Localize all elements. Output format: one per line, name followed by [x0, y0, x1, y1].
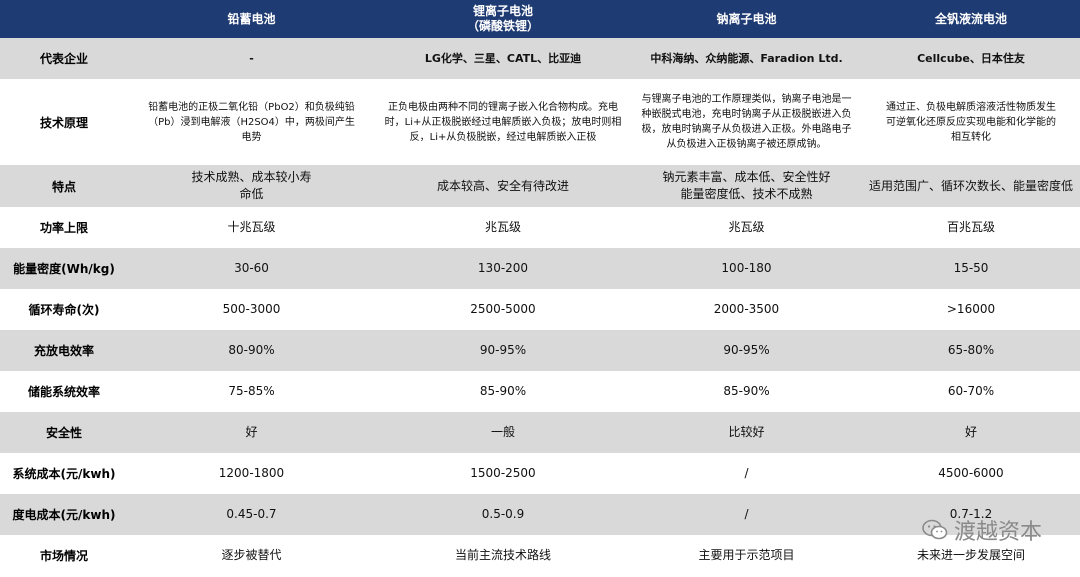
table-cell: 好 [862, 412, 1080, 453]
table-cell: 钠元素丰富、成本低、安全性好能量密度低、技术不成熟 [631, 165, 862, 207]
table-cell: 当前主流技术路线 [375, 535, 631, 576]
table-cell: 十兆瓦级 [128, 207, 375, 248]
table-cell: 一般 [375, 412, 631, 453]
table-cell: 百兆瓦级 [862, 207, 1080, 248]
table-cell: / [631, 453, 862, 494]
table-cell: 逐步被替代 [128, 535, 375, 576]
table-cell: 适用范围广、循环次数长、能量密度低 [862, 165, 1080, 207]
header-lithium-ion: 锂离子电池 （磷酸铁锂） [375, 0, 631, 38]
row-label: 系统成本(元/kwh) [0, 453, 128, 494]
wechat-icon [922, 519, 948, 540]
table-cell: 未来进一步发展空间 [862, 535, 1080, 576]
table-cell: 2500-5000 [375, 289, 631, 330]
table-cell: 90-95% [631, 330, 862, 371]
table-cell: 4500-6000 [862, 453, 1080, 494]
row-label: 循环寿命(次) [0, 289, 128, 330]
table-cell: 技术成熟、成本较小寿命低 [128, 165, 375, 207]
table-cell: 0.5-0.9 [375, 494, 631, 535]
row-label: 技术原理 [0, 79, 128, 165]
table-row: 安全性 好 一般 比较好 好 [0, 412, 1080, 453]
watermark-text: 渡越资本 [953, 520, 1042, 545]
row-label: 市场情况 [0, 535, 128, 576]
table-cell: 通过正、负极电解质溶液活性物质发生可逆氧化还原反应实现电能和化学能的相互转化 [862, 79, 1080, 165]
table-cell: 好 [128, 412, 375, 453]
table-row: 充放电效率 80-90% 90-95% 90-95% 65-80% [0, 330, 1080, 371]
table-cell: 1500-2500 [375, 453, 631, 494]
table-row: 特点 技术成熟、成本较小寿命低 成本较高、安全有待改进 钠元素丰富、成本低、安全… [0, 165, 1080, 207]
header-row: 铅蓄电池 锂离子电池 （磷酸铁锂） 钠离子电池 全钒液流电池 [0, 0, 1080, 38]
table-cell: >16000 [862, 289, 1080, 330]
table-cell: 80-90% [128, 330, 375, 371]
table-cell: 75-85% [128, 371, 375, 412]
header-corner [0, 0, 128, 38]
table-row: 市场情况 逐步被替代 当前主流技术路线 主要用于示范项目 未来进一步发展空间 [0, 535, 1080, 576]
table-cell: 90-95% [375, 330, 631, 371]
row-label: 储能系统效率 [0, 371, 128, 412]
table-cell: 100-180 [631, 248, 862, 289]
row-label: 充放电效率 [0, 330, 128, 371]
row-label: 能量密度(Wh/kg) [0, 248, 128, 289]
table-cell: - [128, 38, 375, 79]
table-cell: 30-60 [128, 248, 375, 289]
header-lead-acid: 铅蓄电池 [128, 0, 375, 38]
table-row: 能量密度(Wh/kg) 30-60 130-200 100-180 15-50 [0, 248, 1080, 289]
table-row: 系统成本(元/kwh) 1200-1800 1500-2500 / 4500-6… [0, 453, 1080, 494]
table-cell: 15-50 [862, 248, 1080, 289]
watermark: 渡越资本 [922, 514, 1042, 546]
table-cell: 0.7-1.2 [862, 494, 1080, 535]
header-vanadium-flow: 全钒液流电池 [862, 0, 1080, 38]
table-row: 技术原理 铅蓄电池的正极二氧化铅（PbO2）和负极纯铅（Pb）浸到电解液（H2S… [0, 79, 1080, 165]
table-cell: 85-90% [631, 371, 862, 412]
table-cell: 成本较高、安全有待改进 [375, 165, 631, 207]
table-row: 度电成本(元/kwh) 0.45-0.7 0.5-0.9 / 0.7-1.2 [0, 494, 1080, 535]
table-cell: 1200-1800 [128, 453, 375, 494]
table-cell: 兆瓦级 [631, 207, 862, 248]
row-label: 安全性 [0, 412, 128, 453]
table-cell: 60-70% [862, 371, 1080, 412]
table-row: 功率上限 十兆瓦级 兆瓦级 兆瓦级 百兆瓦级 [0, 207, 1080, 248]
row-label: 特点 [0, 165, 128, 207]
row-label: 代表企业 [0, 38, 128, 79]
header-sodium-ion: 钠离子电池 [631, 0, 862, 38]
table-cell: 0.45-0.7 [128, 494, 375, 535]
table-cell: 铅蓄电池的正极二氧化铅（PbO2）和负极纯铅（Pb）浸到电解液（H2SO4）中，… [128, 79, 375, 165]
table-cell: / [631, 494, 862, 535]
table-cell: Cellcube、日本住友 [862, 38, 1080, 79]
table-row: 代表企业 - LG化学、三星、CATL、比亚迪 中科海纳、众纳能源、Faradi… [0, 38, 1080, 79]
table-cell: 2000-3500 [631, 289, 862, 330]
table-cell: 65-80% [862, 330, 1080, 371]
table-row: 储能系统效率 75-85% 85-90% 85-90% 60-70% [0, 371, 1080, 412]
row-label: 功率上限 [0, 207, 128, 248]
table-cell: 兆瓦级 [375, 207, 631, 248]
table-cell: 比较好 [631, 412, 862, 453]
table-cell: LG化学、三星、CATL、比亚迪 [375, 38, 631, 79]
table-cell: 中科海纳、众纳能源、Faradion Ltd. [631, 38, 862, 79]
table-cell: 85-90% [375, 371, 631, 412]
row-label: 度电成本(元/kwh) [0, 494, 128, 535]
table-row: 循环寿命(次) 500-3000 2500-5000 2000-3500 >16… [0, 289, 1080, 330]
table-cell: 主要用于示范项目 [631, 535, 862, 576]
table-cell: 500-3000 [128, 289, 375, 330]
table-cell: 与锂离子电池的工作原理类似，钠离子电池是一种嵌脱式电池，充电时钠离子从正极脱嵌进… [631, 79, 862, 165]
table-cell: 130-200 [375, 248, 631, 289]
table-cell: 正负电极由两种不同的锂离子嵌入化合物构成。充电时，Li+从正极脱嵌经过电解质嵌入… [375, 79, 631, 165]
